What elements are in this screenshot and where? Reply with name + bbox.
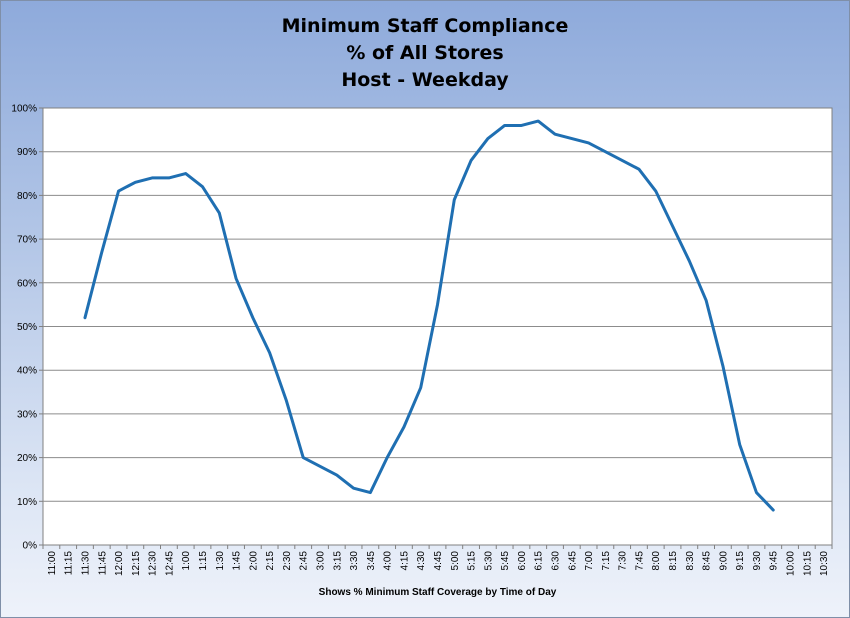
x-tick-label: 1:00 <box>181 551 192 571</box>
y-tick-label: 80% <box>17 191 37 202</box>
x-tick-label: 3:30 <box>349 551 360 571</box>
x-tick-label: 6:45 <box>567 551 578 571</box>
x-tick-label: 7:15 <box>601 551 612 571</box>
y-tick-label: 20% <box>17 453 37 464</box>
y-axis-ticks: 0% 10% 20% 30% 40% 50% 60% 70% 80% 90% 100% <box>11 104 43 552</box>
x-tick-label: 3:15 <box>332 551 343 571</box>
x-tick-label: 5:15 <box>467 551 478 571</box>
x-tick-label: 8:30 <box>685 551 696 571</box>
y-tick-label: 100% <box>11 104 37 115</box>
x-tick-label: 7:30 <box>618 551 629 571</box>
x-axis-ticks: 11:00 11:15 11:30 11:45 12:00 12:15 12:30 12:45… <box>42 545 833 576</box>
x-tick-label: 12:15 <box>131 551 142 576</box>
y-tick-label: 40% <box>17 366 37 377</box>
x-tick-label: 11:45 <box>97 551 108 576</box>
x-tick-label: 5:30 <box>483 551 494 571</box>
x-tick-label: 12:45 <box>164 551 175 576</box>
x-tick-label: 10:15 <box>802 551 813 576</box>
chart-title: Minimum Staff Compliance <box>281 15 569 37</box>
y-tick-label: 30% <box>17 409 37 420</box>
x-tick-label: 9:00 <box>718 551 729 571</box>
x-tick-label: 12:00 <box>114 551 125 576</box>
x-tick-label: 11:15 <box>64 551 75 576</box>
x-tick-label: 4:45 <box>433 551 444 571</box>
x-tick-label: 9:30 <box>752 551 763 571</box>
x-tick-label: 2:30 <box>282 551 293 571</box>
y-tick-label: 90% <box>17 147 37 158</box>
x-tick-label: 6:00 <box>517 551 528 571</box>
x-tick-label: 9:45 <box>769 551 780 571</box>
x-tick-label: 2:15 <box>265 551 276 571</box>
x-tick-label: 10:30 <box>819 551 830 576</box>
x-tick-label: 4:30 <box>416 551 427 571</box>
x-tick-label: 11:30 <box>80 551 91 576</box>
x-axis-label: Shows % Minimum Staff Coverage by Time o… <box>319 587 557 598</box>
x-tick-label: 2:00 <box>248 551 259 571</box>
x-tick-label: 8:45 <box>702 551 713 571</box>
x-tick-label: 1:45 <box>232 551 243 571</box>
x-tick-label: 11:00 <box>47 551 58 576</box>
x-tick-label: 1:30 <box>215 551 226 571</box>
x-tick-label: 9:15 <box>735 551 746 571</box>
x-tick-label: 5:00 <box>450 551 461 571</box>
x-tick-label: 8:15 <box>668 551 679 571</box>
y-tick-label: 50% <box>17 322 37 333</box>
gridlines <box>43 151 832 502</box>
x-tick-label: 12:30 <box>148 551 159 576</box>
y-tick-label: 0% <box>23 541 38 552</box>
chart-subtitle-line-2: Host - Weekday <box>341 69 509 91</box>
y-tick-label: 60% <box>17 278 37 289</box>
series-layer <box>83 119 775 512</box>
x-tick-label: 8:00 <box>651 551 662 571</box>
x-tick-label: 4:15 <box>399 551 410 571</box>
x-tick-label: 3:45 <box>366 551 377 571</box>
x-tick-label: 5:45 <box>500 551 511 571</box>
x-tick-label: 6:15 <box>534 551 545 571</box>
x-tick-label: 10:00 <box>786 551 797 576</box>
x-tick-label: 3:00 <box>315 551 326 571</box>
x-tick-label: 6:30 <box>551 551 562 571</box>
x-tick-label: 4:00 <box>383 551 394 571</box>
x-tick-label: 7:00 <box>584 551 595 571</box>
chart-subtitle-line-1: % of All Stores <box>346 42 504 64</box>
y-tick-label: 10% <box>17 497 37 508</box>
x-tick-label: 7:45 <box>634 551 645 571</box>
x-tick-label: 2:45 <box>299 551 310 571</box>
series-line <box>83 119 775 512</box>
x-tick-label: 1:15 <box>198 551 209 571</box>
y-tick-label: 70% <box>17 235 37 246</box>
